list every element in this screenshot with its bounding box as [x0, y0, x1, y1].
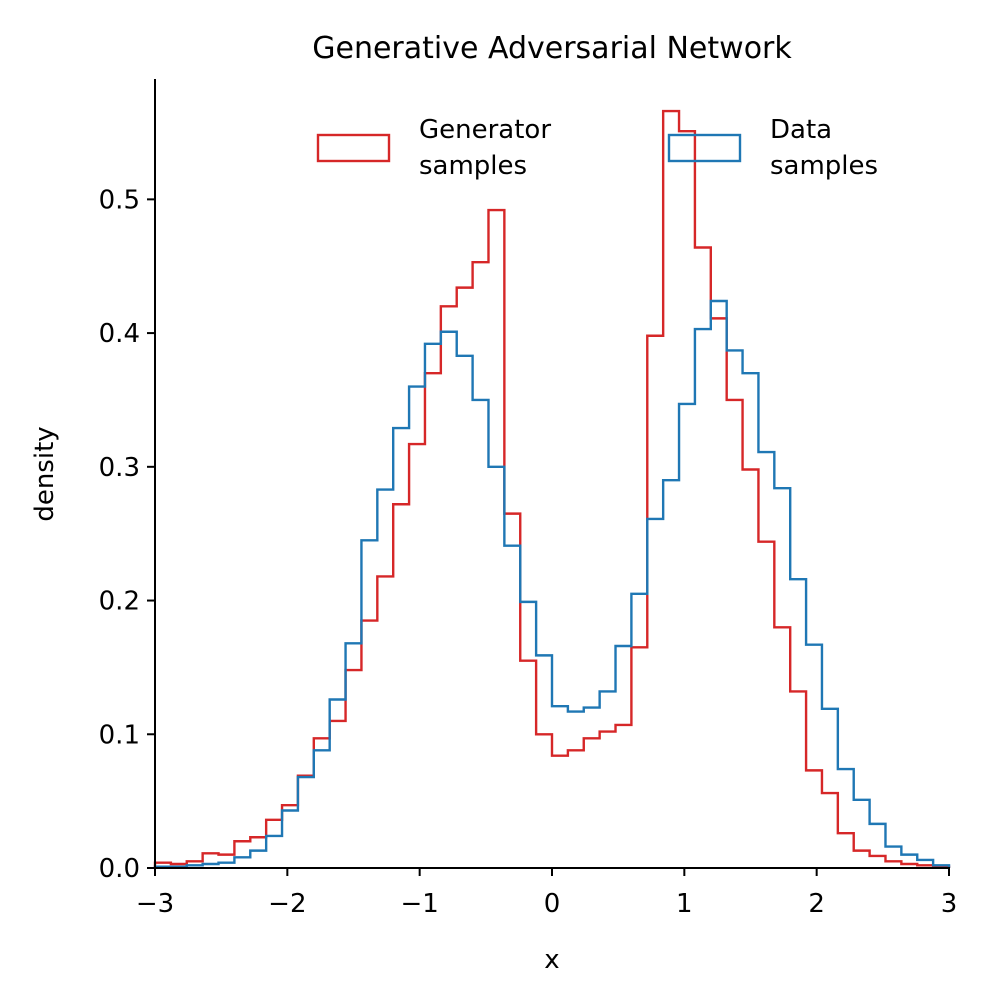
legend-label: Data samples	[770, 115, 878, 181]
x-tick-label: 3	[941, 889, 958, 919]
y-ticks: 0.0 0.1 0.2 0.3 0.4 0.5	[99, 185, 155, 884]
y-axis-label: density	[30, 426, 60, 521]
x-tick-label: −3	[136, 889, 174, 919]
series-step-line-0	[153, 109, 951, 868]
x-axis-label: x	[544, 945, 559, 975]
plot-area	[153, 109, 951, 868]
chart-title: Generative Adversarial Network	[312, 31, 792, 66]
y-tick-label: 0.5	[99, 185, 140, 215]
y-tick-label: 0.3	[99, 453, 140, 483]
y-tick-label: 0.2	[99, 587, 140, 617]
x-tick-label: 2	[808, 889, 825, 919]
x-ticks: −3 −2 −1 0 1 2 3	[136, 868, 957, 919]
x-tick-label: −2	[268, 889, 306, 919]
series-step-line-1	[153, 299, 951, 868]
legend-label: Generator samples	[419, 115, 551, 181]
legend-swatch	[316, 133, 391, 163]
y-tick-label: 0.4	[99, 319, 140, 349]
x-tick-label: −1	[401, 889, 439, 919]
y-tick-label: 0.1	[99, 720, 140, 750]
x-tick-label: 0	[544, 889, 561, 919]
x-tick-label: 1	[676, 889, 693, 919]
y-tick-label: 0.0	[99, 854, 140, 884]
legend: Generator samples Data samples	[316, 115, 878, 181]
legend-swatch	[667, 133, 742, 163]
